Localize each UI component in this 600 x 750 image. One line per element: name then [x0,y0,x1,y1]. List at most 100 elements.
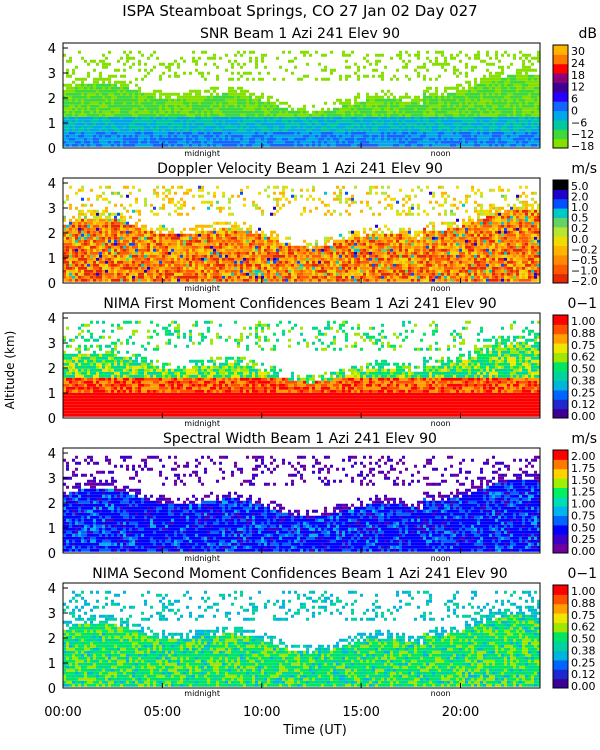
heatmap-cell [480,110,483,114]
heatmap-cell [273,239,276,243]
heatmap-cell [474,128,477,132]
heatmap-cell [84,254,87,258]
heatmap-cell [246,134,249,138]
heatmap-cell [216,95,219,99]
heatmap-cell [408,131,411,135]
heatmap-cell [207,257,210,261]
heatmap-cell [63,269,66,273]
heatmap-cell [255,137,258,141]
heatmap-cell [501,128,504,132]
heatmap-cell [117,113,120,117]
heatmap-cell [141,248,144,252]
heatmap-cell [363,119,366,123]
heatmap-cell [378,53,381,57]
heatmap-cell [111,239,114,243]
heatmap-cell [141,233,144,237]
heatmap-cell [234,131,237,135]
heatmap-cell [177,95,180,99]
heatmap-cell [75,122,78,126]
heatmap-cell [159,101,162,105]
heatmap-cell [531,137,534,141]
heatmap-cell [66,230,69,234]
heatmap-cell [177,134,180,138]
heatmap-cell [153,254,156,258]
heatmap-cell [288,257,291,261]
heatmap-cell [531,104,534,108]
heatmap-cell [204,116,207,120]
heatmap-cell [234,134,237,138]
heatmap-cell [120,227,123,231]
heatmap-cell [105,236,108,240]
heatmap-cell [264,134,267,138]
heatmap-cell [489,56,492,60]
heatmap-cell [156,137,159,141]
heatmap-cell [108,110,111,114]
heatmap-cell [174,269,177,273]
heatmap-cell [177,263,180,267]
heatmap-cell [489,98,492,102]
heatmap-cell [276,233,279,237]
heatmap-cell [228,230,231,234]
heatmap-cell [459,131,462,135]
heatmap-cell [363,125,366,129]
heatmap-cell [375,128,378,132]
heatmap-cell [273,248,276,252]
heatmap-cell [366,116,369,120]
heatmap-cell [171,254,174,258]
heatmap-cell [192,233,195,237]
heatmap-cell [330,50,333,54]
heatmap-cell [129,236,132,240]
heatmap-cell [63,89,66,93]
heatmap-cell [291,119,294,123]
heatmap-cell [171,260,174,264]
heatmap-cell [153,269,156,273]
heatmap-cell [288,236,291,240]
heatmap-cell [111,227,114,231]
heatmap-cell [129,104,132,108]
heatmap-cell [456,125,459,129]
heatmap-cell [159,257,162,261]
heatmap-cell [363,128,366,132]
heatmap-cell [93,134,96,138]
heatmap-cell [507,98,510,102]
heatmap-cell [117,143,120,147]
heatmap-cell [102,242,105,246]
heatmap-cell [303,116,306,120]
heatmap-cell [102,104,105,108]
heatmap-cell [87,257,90,261]
heatmap-cell [114,245,117,249]
heatmap-cell [141,242,144,246]
heatmap-cell [201,107,204,111]
heatmap-cell [90,86,93,90]
heatmap-cell [267,269,270,273]
heatmap-cell [246,266,249,270]
heatmap-cell [186,251,189,255]
colorbar-segment [553,91,568,102]
heatmap-cell [105,263,108,267]
heatmap-cell [465,80,468,84]
heatmap-cell [117,227,120,231]
heatmap-cell [81,125,84,129]
heatmap-cell [273,242,276,246]
heatmap-cell [246,272,249,276]
heatmap-cell [237,278,240,282]
heatmap-cell [177,245,180,249]
heatmap-cell [327,131,330,135]
heatmap-cell [201,233,204,237]
heatmap-cell [453,104,456,108]
heatmap-cell [366,134,369,138]
heatmap-cell [201,71,204,75]
heatmap-cell [150,245,153,249]
heatmap-cell [84,86,87,90]
heatmap-cell [246,227,249,231]
heatmap-cell [345,140,348,144]
heatmap-cell [378,95,381,99]
heatmap-cell [258,254,261,258]
heatmap-cell [369,110,372,114]
heatmap-cell [243,230,246,234]
heatmap-cell [126,113,129,117]
heatmap-cell [483,119,486,123]
heatmap-cell [384,134,387,138]
heatmap-cell [177,212,180,216]
heatmap-cell [108,101,111,105]
